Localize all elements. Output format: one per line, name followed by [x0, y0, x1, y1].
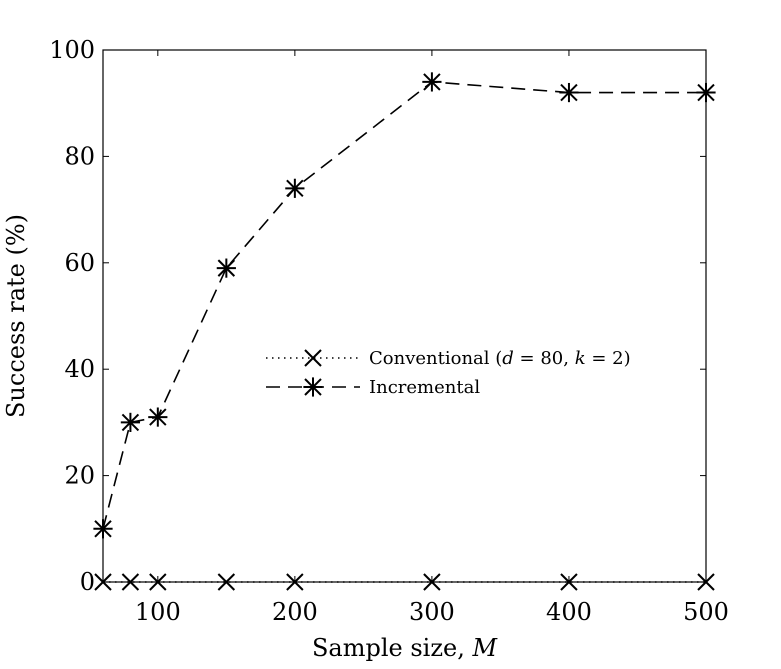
- legend-conventional-marker: [304, 349, 322, 367]
- x-tick-label: 300: [409, 598, 455, 626]
- data-point-marker: [149, 573, 167, 591]
- x-axis-label: Sample size, M: [312, 634, 498, 662]
- x-tick-label: 200: [272, 598, 318, 626]
- data-point-marker: [121, 573, 140, 591]
- legend-asterisk-marker: [303, 377, 323, 397]
- legend: Conventional (d = 80, k = 2) Incremental: [266, 348, 631, 398]
- data-point-marker: [285, 178, 305, 198]
- legend-x-marker: [304, 349, 322, 367]
- data-point-marker: [217, 573, 236, 591]
- data-point-marker: [423, 573, 441, 591]
- y-axis-label: Success rate (%): [2, 214, 30, 418]
- x-tick-label: 400: [546, 598, 592, 626]
- data-point-marker: [696, 82, 716, 103]
- legend-incremental-marker: [303, 377, 323, 397]
- legend-conventional-label: Conventional (d = 80, k = 2): [369, 348, 631, 369]
- data-point-marker: [94, 573, 112, 591]
- data-point-marker: [216, 258, 236, 278]
- data-point-marker: [286, 573, 304, 591]
- series-layer: [93, 72, 716, 591]
- data-point-marker: [93, 519, 113, 539]
- data-point-marker: [697, 573, 715, 591]
- data-point-marker: [559, 82, 579, 103]
- data-point-marker: [422, 72, 442, 92]
- legend-incremental-label: Incremental: [369, 377, 480, 398]
- y-tick-label: 60: [64, 249, 95, 277]
- data-point-marker: [560, 573, 578, 591]
- y-tick-label: 0: [80, 568, 95, 596]
- plot-area: [102, 49, 707, 583]
- x-tick-label: 500: [683, 598, 729, 626]
- y-tick-label: 100: [49, 36, 95, 64]
- data-point-marker: [148, 407, 168, 427]
- x-tick-label: 100: [135, 598, 181, 626]
- axis-ticks: 100 200 300 400 500 0 20 40 60 80 100: [49, 36, 729, 626]
- y-tick-label: 80: [64, 142, 95, 170]
- y-tick-label: 40: [64, 355, 95, 383]
- y-tick-label: 20: [64, 462, 95, 490]
- data-point-marker: [120, 412, 141, 432]
